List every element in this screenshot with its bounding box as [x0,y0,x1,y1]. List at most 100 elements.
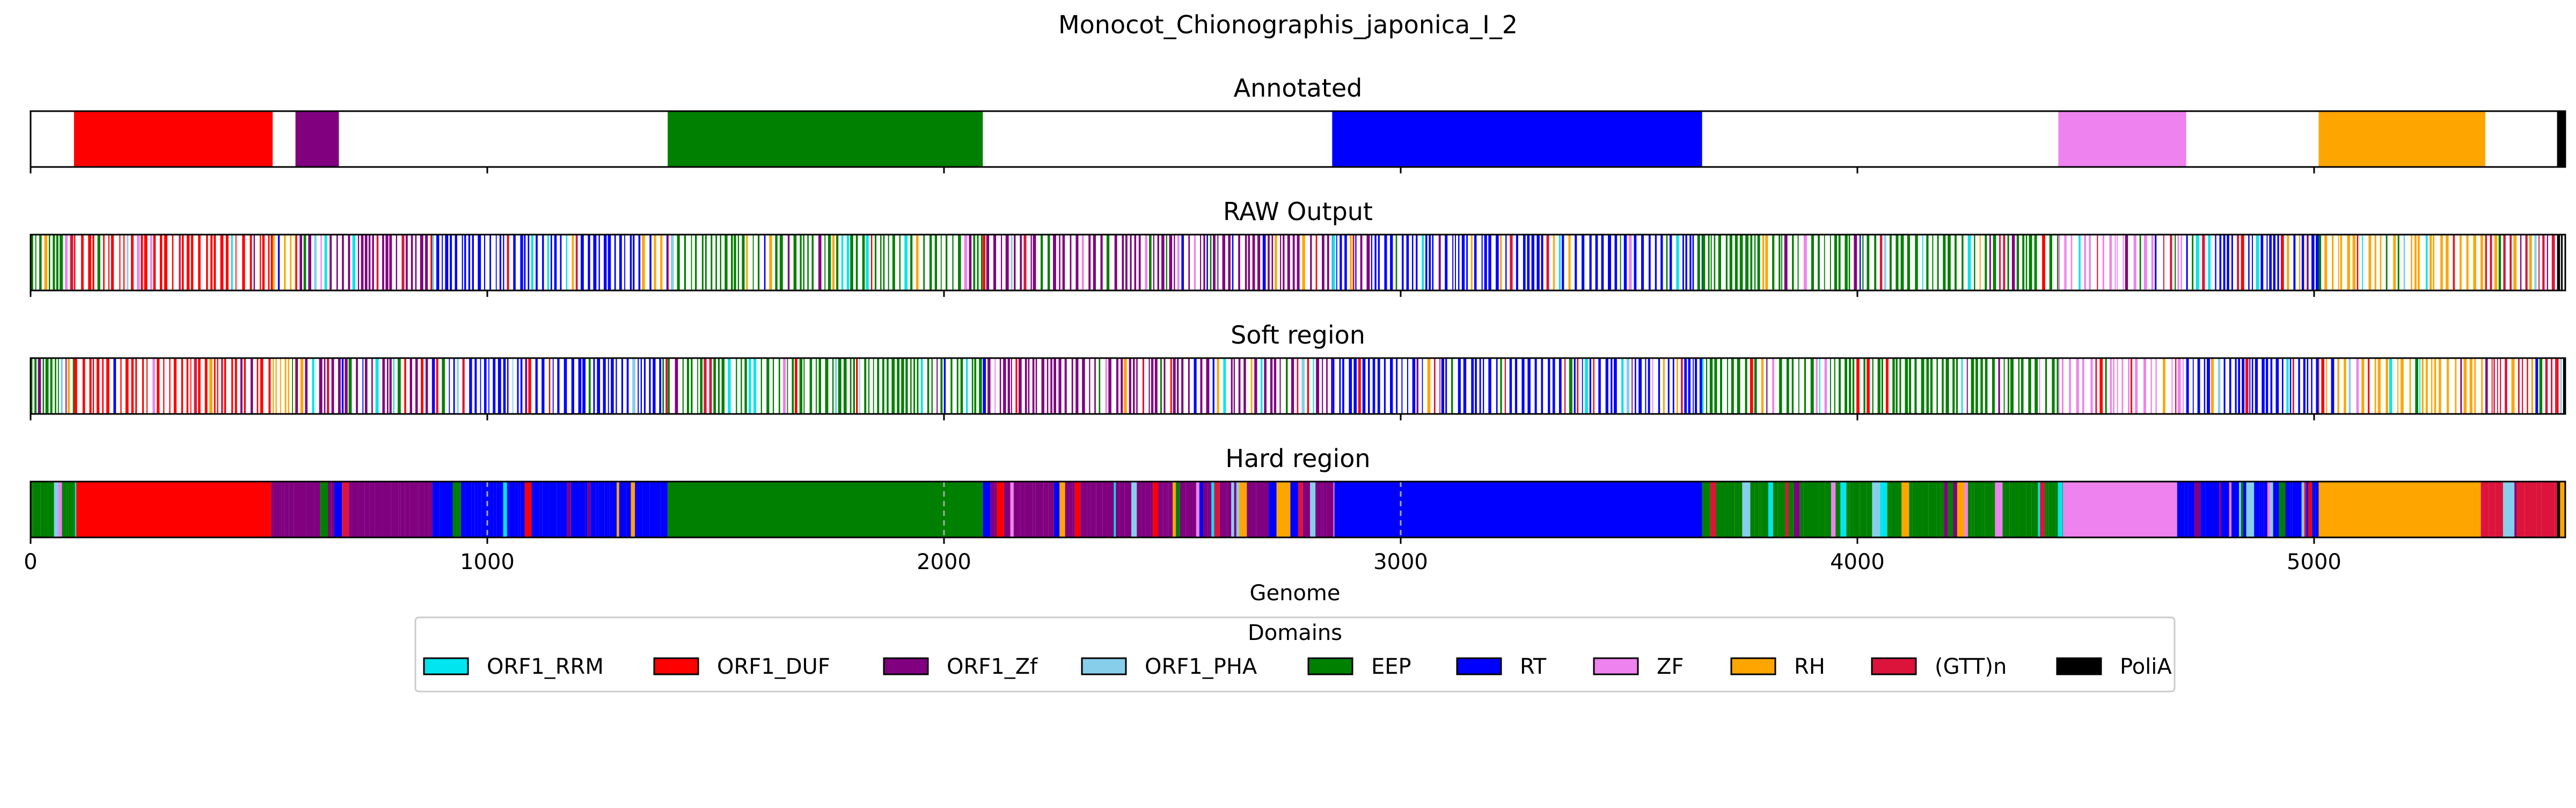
domain-bar-orf1-zf [1302,482,1308,537]
domain-bar-orf1-zf [1053,235,1056,290]
domain-bar-rh [1217,358,1219,414]
domain-bar-rt [1605,358,1608,414]
domain-bar-orf1-zf [818,235,822,290]
domain-bar--gtt-n [1510,235,1513,290]
domain-bar-rt [2219,235,2222,290]
domain-bar-orf1-zf [1203,235,1205,290]
domain-bar-rh [2481,358,2483,414]
domain-bar--gtt-n [221,358,223,414]
domain-bar-rt [1608,235,1612,290]
domain-bar-rt [1694,358,1697,414]
domain-bar-orf1-rrm [1676,235,1679,290]
domain-bar--gtt-n [1142,358,1144,414]
domain-bar-orf1-zf [405,235,408,290]
domain-bar-eep [1175,482,1180,537]
x-tick-label: 4000 [1830,550,1885,574]
domain-bar-eep [1781,235,1783,290]
domain-bar-eep [1907,235,1911,290]
domain-bar-zf [2229,482,2232,537]
legend-label: ORF1_PHA [1145,654,1257,679]
domain-bar-orf1-rrm [1961,358,1963,414]
domain-bar-orf1-duf [163,358,165,414]
domain-bar-eep [2044,482,2047,537]
domain-bar--gtt-n [2509,235,2512,290]
domain-bar-eep [1834,235,1838,290]
domain-bar-orf1-rrm [2079,235,2081,290]
domain-bar-eep [1791,358,1794,414]
domain-bar-orf1-zf [1150,482,1153,537]
domain-bar-eep [2046,482,2049,537]
domain-bar-rt [2248,235,2250,290]
domain-bar-orf1-zf [1141,482,1146,537]
legend-label: ZF [1657,654,1684,679]
domain-bar-rt [562,482,567,537]
domain-bar-orf1-zf [1254,358,1257,414]
domain-bar-orf1-zf [1070,235,1072,290]
domain-bar-rt [341,358,344,414]
domain-bar-eep [705,235,707,290]
domain-bar-orf1-duf [262,235,265,290]
domain-bar-rt [1611,358,1613,414]
domain-bar-orf1-rrm [2256,235,2259,290]
domain-bar-rt [2254,482,2260,537]
track-frame [30,357,2566,415]
domain-bar-eep [877,358,880,414]
domain-bar-rt [541,358,545,414]
domain-bar-rt [579,482,586,537]
domain-bar-rt [478,482,482,537]
domain-bar-eep [2021,358,2024,414]
domain-bar-eep [1725,235,1728,290]
domain-bar-rt [474,358,477,414]
domain-bar-eep [697,358,698,414]
domain-bar-rh [2529,235,2532,290]
domain-bar-orf1-pha [1742,482,1751,537]
domain-bar-orf1-zf [1794,482,1800,537]
domain-bar-zf [1105,358,1107,414]
domain-bar-orf1-duf [88,235,92,290]
domain-bar-eep [1955,235,1957,290]
domain-segment-orf1-zf [295,111,339,167]
domain-bar-orf1-duf [131,358,134,414]
domain-bar-rt [1685,235,1687,290]
domain-bar-eep [940,358,943,414]
domain-bar-eep [50,358,53,414]
domain-bar-orf1-zf [1162,482,1164,537]
legend-entries: ORF1_RRM ORF1_DUF ORF1_Zf ORF1_PHA EEP RT ZF RH… [423,654,2172,679]
domain-bar-rh [2531,358,2533,414]
domain-bar-orf1-duf [2453,235,2455,290]
domain-bar-eep [888,235,889,290]
domain-bar-zf [2102,235,2104,290]
domain-bar-eep [1867,482,1872,537]
domain-bar-rt [1635,358,1636,414]
domain-bar-rt [638,358,639,414]
domain-bar-orf1-duf [142,358,144,414]
domain-bar-orf1-duf [2099,358,2103,414]
domain-bar-rt [2252,235,2253,290]
domain-bar-orf1-zf [993,235,997,290]
domain-bar-eep [880,235,882,290]
domain-bar-rh [2380,235,2382,290]
domain-bar-rt [609,482,617,537]
domain-bar-rt [1562,235,1564,290]
domain-bar-orf1-zf [294,482,298,537]
domain-bar-rt [2298,358,2300,414]
domain-bar-rh [2455,358,2457,414]
domain-bar-rt [1362,358,1366,414]
domain-bar-rh [1239,482,1247,537]
domain-bar-eep [850,358,852,414]
domain-bar-eep [1754,482,1759,537]
domain-bar-rt [2269,235,2272,290]
domain-bar-rh [2480,235,2483,290]
domain-bar-orf1-zf [1279,358,1281,414]
domain-bar-orf1-zf [1252,235,1255,290]
domain-bar-rt [2276,482,2279,537]
domain-bar-rt [1541,358,1543,414]
domain-bar-eep [62,482,67,537]
domain-bar-zf [1081,235,1084,290]
domain-bar--gtt-n [2493,358,2495,414]
domain-bar--gtt-n [665,358,668,414]
domain-bar-orf1-zf [361,235,364,290]
domain-bar-eep [960,358,963,414]
domain-bar-orf1-pha [1231,482,1234,537]
domain-bar-orf1-rrm [393,358,394,414]
